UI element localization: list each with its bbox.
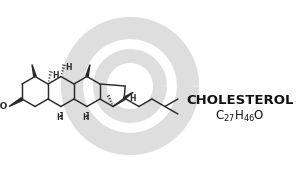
Text: $\mathsf{C_{27}H_{46}O}$: $\mathsf{C_{27}H_{46}O}$ <box>215 108 265 124</box>
Polygon shape <box>124 92 133 99</box>
Text: H: H <box>129 94 136 103</box>
Polygon shape <box>86 64 90 77</box>
Polygon shape <box>32 64 36 77</box>
Text: H: H <box>52 71 59 80</box>
Polygon shape <box>9 98 23 106</box>
Text: H: H <box>65 64 71 73</box>
Text: HO: HO <box>0 102 7 111</box>
Text: H: H <box>83 113 89 123</box>
Text: CHOLESTEROL: CHOLESTEROL <box>186 94 294 108</box>
Text: H: H <box>57 113 63 123</box>
